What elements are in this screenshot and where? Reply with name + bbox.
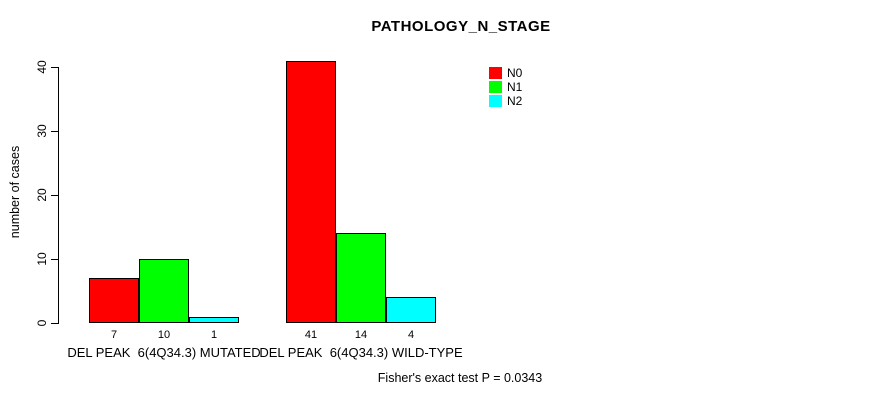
bar-n1-group2: [336, 233, 386, 323]
bar-n0-group2: [286, 61, 336, 323]
y-tick-mark: [51, 67, 58, 68]
y-tick-mark: [51, 195, 58, 196]
caption-fishers-test: Fisher's exact test P = 0.0343: [377, 371, 543, 385]
legend-swatch-n1: [489, 81, 502, 93]
bar-n1-group1: [139, 259, 189, 323]
bar-value-label: 1: [210, 329, 218, 341]
legend-swatch-n2: [489, 95, 502, 107]
y-tick-mark: [51, 131, 58, 132]
bar-value-label: 10: [157, 329, 171, 341]
y-tick-label: 20: [35, 188, 49, 202]
legend-row-n2: N2: [489, 94, 522, 108]
y-axis-label: number of cases: [8, 145, 22, 239]
bar-value-label: 7: [110, 329, 118, 341]
y-tick-mark: [51, 323, 58, 324]
bar-n2-group1: [189, 317, 239, 323]
bar-n2-group2: [386, 297, 436, 323]
y-tick-label: 40: [35, 60, 49, 74]
chart-title: PATHOLOGY_N_STAGE: [371, 18, 551, 35]
bar-value-label: 41: [304, 329, 318, 341]
y-axis-line: [58, 67, 59, 324]
y-tick-label: 10: [35, 252, 49, 266]
y-tick-label: 30: [35, 124, 49, 138]
legend-swatch-n0: [489, 67, 502, 79]
legend-label: N1: [507, 80, 523, 94]
legend-row-n0: N0: [489, 66, 522, 80]
y-tick-label: 0: [35, 319, 49, 327]
legend-label: N0: [507, 66, 523, 80]
y-tick-mark: [51, 259, 58, 260]
bar-value-label: 4: [407, 329, 415, 341]
group-label-1: DEL PEAK 6(4Q34.3) MUTATED: [67, 345, 261, 360]
legend: N0 N1 N2: [489, 66, 522, 108]
bar-value-label: 14: [354, 329, 368, 341]
bar-n0-group1: [89, 278, 139, 323]
group-label-2: DEL PEAK 6(4Q34.3) WILD-TYPE: [259, 345, 463, 360]
legend-label: N2: [507, 94, 523, 108]
legend-row-n1: N1: [489, 80, 522, 94]
